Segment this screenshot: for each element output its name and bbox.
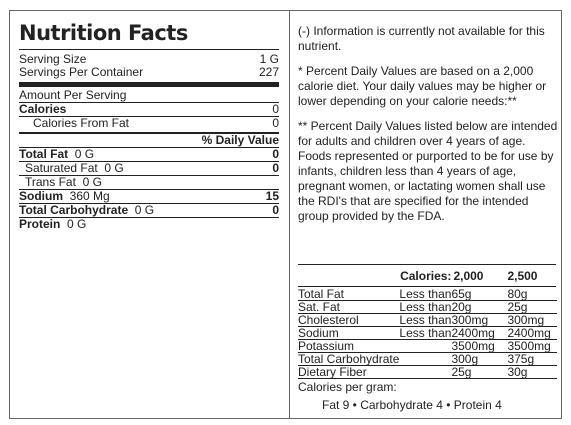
servings-per-container-value: 227	[258, 65, 279, 79]
dv-row: Potassium 3500mg 3500mg	[298, 339, 558, 353]
nutrient-row-total-fat: Total Fat 0 G 0	[19, 147, 279, 161]
dv-row: Dietary Fiber 25g 30g	[298, 365, 558, 379]
footnotes: (-) Information is currently not availab…	[298, 24, 560, 234]
nutrition-facts-panel: Nutrition Facts Serving Size 1 G Serving…	[19, 20, 279, 231]
calories-per-gram-label: Calories per gram:	[298, 380, 397, 394]
dv-row: Total Carbohydrate 300g 375g	[298, 352, 558, 366]
daily-value-header: % Daily Value	[201, 133, 279, 147]
calories-from-fat-row: Calories From Fat 0	[19, 117, 279, 130]
calories-per-gram-values: Fat 9 • Carbohydrate 4 • Protein 4	[322, 398, 502, 412]
nutrition-label-frame	[9, 10, 562, 419]
daily-values-table: Calories: 2,000 2,500 Total Fat Less than…	[298, 269, 558, 379]
nutrition-title: Nutrition Facts	[19, 21, 188, 45]
serving-size-value: 1 G	[259, 52, 279, 66]
note-percent-dv-adults: ** Percent Daily Values listed below are…	[298, 119, 558, 223]
dv-table-header-rule	[298, 286, 556, 287]
serving-size-label: Serving Size	[19, 52, 87, 66]
column-divider	[289, 10, 290, 419]
dv-row: Sodium Less than 2400mg 2400mg	[298, 326, 558, 340]
dv-table-header: Calories: 2,000 2,500	[400, 269, 538, 283]
calories-from-fat-value: 0	[272, 116, 279, 130]
calories-value: 0	[272, 102, 279, 116]
dv-row: Total Fat Less than 65g 80g	[298, 288, 558, 301]
amount-per-serving: Amount Per Serving	[19, 88, 127, 102]
nutrient-row-protein: Protein 0 G	[19, 217, 87, 231]
dv-row: Cholesterol Less than 300mg 300mg	[298, 313, 558, 327]
dv-row: Sat. Fat Less than 20g 25g	[298, 300, 558, 314]
note-not-available: (-) Information is currently not availab…	[298, 24, 545, 53]
nutrient-row-trans-fat: Trans Fat 0 G	[25, 175, 102, 189]
nutrient-row-saturated-fat: Saturated Fat 0 G 0	[25, 161, 279, 175]
dv-table-top-rule	[298, 264, 556, 265]
servings-per-container-row: Servings Per Container 227	[19, 66, 279, 79]
calories-from-fat-label: Calories From Fat	[33, 116, 130, 130]
servings-per-container-label: Servings Per Container	[19, 65, 144, 79]
calories-label: Calories	[19, 102, 67, 116]
nutrient-row-total-carbohydrate: Total Carbohydrate 0 G 0	[19, 203, 279, 217]
calories-row: Calories 0	[19, 103, 279, 116]
nutrient-row-sodium: Sodium 360 Mg 15	[19, 189, 279, 203]
serving-size-row: Serving Size 1 G	[19, 53, 279, 66]
note-percent-dv: * Percent Daily Values are based on a 2,…	[298, 64, 547, 108]
